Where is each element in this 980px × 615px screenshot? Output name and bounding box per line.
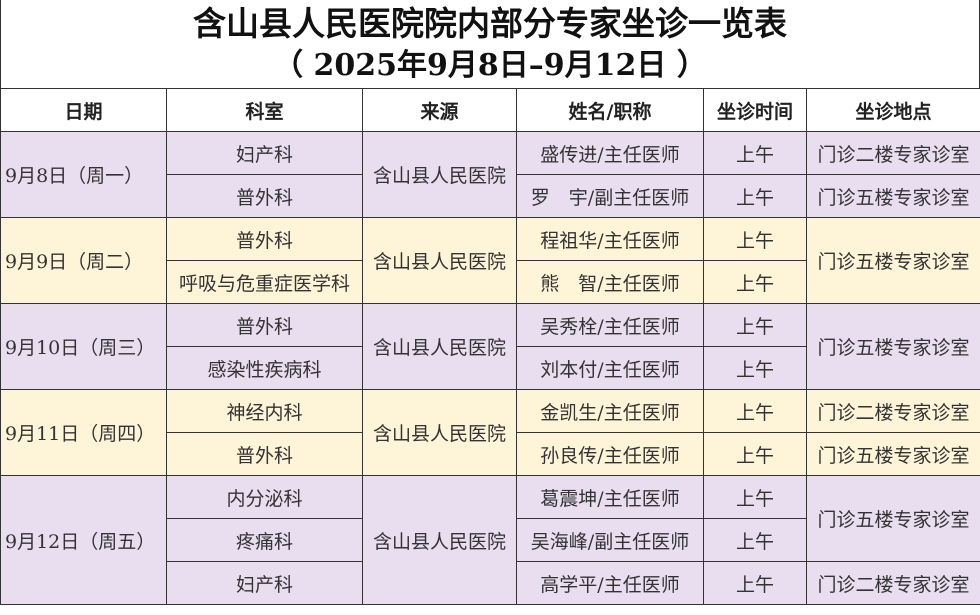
time-cell: 上午 xyxy=(703,217,807,261)
place-cell: 门诊二楼专家诊室 xyxy=(806,561,980,605)
place-cell: 门诊五楼专家诊室 xyxy=(806,303,980,390)
table-row: 普外科 罗 宇/副主任医师 上午 门诊五楼专家诊室 xyxy=(1,174,980,218)
title-line1: 含山县人民医院院内部分专家坐诊一览表 xyxy=(193,4,787,43)
dept-cell: 内分泌科 xyxy=(166,475,363,519)
time-cell: 上午 xyxy=(703,432,807,476)
header-dept: 科室 xyxy=(166,88,363,132)
doctor-cell: 金凯生/主任医师 xyxy=(516,389,704,433)
doctor-cell: 程祖华/主任医师 xyxy=(516,217,704,261)
dept-cell: 妇产科 xyxy=(166,561,363,605)
header-date: 日期 xyxy=(0,88,167,132)
date-cell: 9月10日（周三） xyxy=(0,303,167,390)
dept-cell: 普外科 xyxy=(166,217,363,261)
doctor-cell: 刘本付/主任医师 xyxy=(516,346,704,390)
table-row: 疼痛科 吴海峰/副主任医师 上午 xyxy=(1,518,980,562)
header-time: 坐诊时间 xyxy=(703,88,807,132)
schedule-table: 日期 科室 来源 姓名/职称 坐诊时间 坐诊地点 9月8日（周一） 妇产科 含山县人… xyxy=(0,88,980,605)
dept-cell: 普外科 xyxy=(166,303,363,347)
table-row: 9月11日（周四） 神经内科 含山县人民医院 金凯生/主任医师 上午 门诊二楼专家诊室 xyxy=(0,389,980,476)
table-row: 9月8日（周一） 妇产科 含山县人民医院 盛传进/主任医师 上午 门诊二楼专家诊室 xyxy=(0,131,980,218)
dept-cell: 疼痛科 xyxy=(166,518,363,562)
place-cell: 门诊五楼专家诊室 xyxy=(806,475,980,562)
header-place: 坐诊地点 xyxy=(806,88,980,132)
doctor-cell: 盛传进/主任医师 xyxy=(516,131,704,175)
doctor-cell: 吴秀栓/主任医师 xyxy=(516,303,704,347)
date-cell: 9月8日（周一） xyxy=(0,131,167,218)
source-cell: 含山县人民医院 xyxy=(362,389,517,476)
dept-cell: 普外科 xyxy=(166,432,363,476)
doctor-cell: 罗 宇/副主任医师 xyxy=(516,174,704,218)
source-cell: 含山县人民医院 xyxy=(362,131,517,218)
dept-cell: 呼吸与危重症医学科 xyxy=(166,260,363,304)
place-cell: 门诊五楼专家诊室 xyxy=(806,217,980,304)
title-line2: （ 2025年9月8日–9月12日 ） xyxy=(273,48,707,83)
time-cell: 上午 xyxy=(703,346,807,390)
header-row: 日期 科室 来源 姓名/职称 坐诊时间 坐诊地点 xyxy=(0,88,980,132)
table-row: 妇产科 高学平/主任医师 上午 门诊二楼专家诊室 xyxy=(1,561,980,605)
table-row: 9月10日（周三） 普外科 含山县人民医院 吴秀栓/主任医师 上午 门诊五楼专家诊室 xyxy=(0,303,980,390)
header-source: 来源 xyxy=(362,88,517,132)
source-cell: 含山县人民医院 xyxy=(362,303,517,390)
doctor-cell: 葛震坤/主任医师 xyxy=(516,475,704,519)
dept-cell: 感染性疾病科 xyxy=(166,346,363,390)
dept-cell: 神经内科 xyxy=(166,389,363,433)
table-row: 感染性疾病科 刘本付/主任医师 上午 xyxy=(1,346,980,390)
place-cell: 门诊二楼专家诊室 xyxy=(806,131,980,175)
time-cell: 上午 xyxy=(703,389,807,433)
time-cell: 上午 xyxy=(703,260,807,304)
time-cell: 上午 xyxy=(703,561,807,605)
header-doctor: 姓名/职称 xyxy=(516,88,704,132)
source-cell: 含山县人民医院 xyxy=(362,475,517,605)
date-cell: 9月9日（周二） xyxy=(0,217,167,304)
doctor-cell: 熊 智/主任医师 xyxy=(516,260,704,304)
dept-cell: 普外科 xyxy=(166,174,363,218)
source-cell: 含山县人民医院 xyxy=(362,217,517,304)
place-cell: 门诊五楼专家诊室 xyxy=(806,174,980,218)
dept-cell: 妇产科 xyxy=(166,131,363,175)
table-row: 9月12日（周五） 内分泌科 含山县人民医院 葛震坤/主任医师 上午 门诊五楼专家诊室 xyxy=(0,475,980,605)
time-cell: 上午 xyxy=(703,475,807,519)
doctor-cell: 吴海峰/副主任医师 xyxy=(516,518,704,562)
table-row: 普外科 孙良传/主任医师 上午 门诊五楼专家诊室 xyxy=(1,432,980,476)
doctor-cell: 高学平/主任医师 xyxy=(516,561,704,605)
table-row: 呼吸与危重症医学科 熊 智/主任医师 上午 xyxy=(1,260,980,304)
document-title: 含山县人民医院院内部分专家坐诊一览表 （ 2025年9月8日–9月12日 ） xyxy=(0,0,980,88)
date-cell: 9月11日（周四） xyxy=(0,389,167,476)
table-row: 9月9日（周二） 普外科 含山县人民医院 程祖华/主任医师 上午 门诊五楼专家诊室 xyxy=(0,217,980,304)
time-cell: 上午 xyxy=(703,174,807,218)
place-cell: 门诊二楼专家诊室 xyxy=(806,389,980,433)
place-cell: 门诊五楼专家诊室 xyxy=(806,432,980,476)
time-cell: 上午 xyxy=(703,131,807,175)
date-cell: 9月12日（周五） xyxy=(0,475,167,605)
time-cell: 上午 xyxy=(703,303,807,347)
doctor-cell: 孙良传/主任医师 xyxy=(516,432,704,476)
time-cell: 上午 xyxy=(703,518,807,562)
